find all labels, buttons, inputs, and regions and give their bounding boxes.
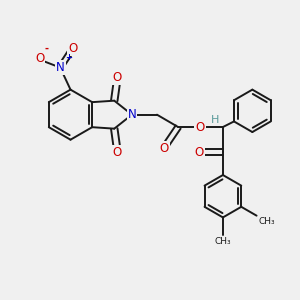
Text: O: O (195, 121, 205, 134)
Text: O: O (112, 70, 122, 84)
Text: N: N (128, 108, 136, 121)
Text: O: O (195, 146, 204, 159)
Text: N: N (56, 61, 64, 74)
Text: O: O (112, 146, 122, 159)
Text: H: H (211, 115, 219, 125)
Text: CH₃: CH₃ (214, 237, 231, 246)
Text: CH₃: CH₃ (258, 217, 275, 226)
Text: -: - (45, 44, 49, 54)
Text: O: O (35, 52, 44, 65)
Text: O: O (68, 42, 77, 55)
Text: +: + (65, 52, 73, 62)
Text: O: O (160, 142, 169, 155)
